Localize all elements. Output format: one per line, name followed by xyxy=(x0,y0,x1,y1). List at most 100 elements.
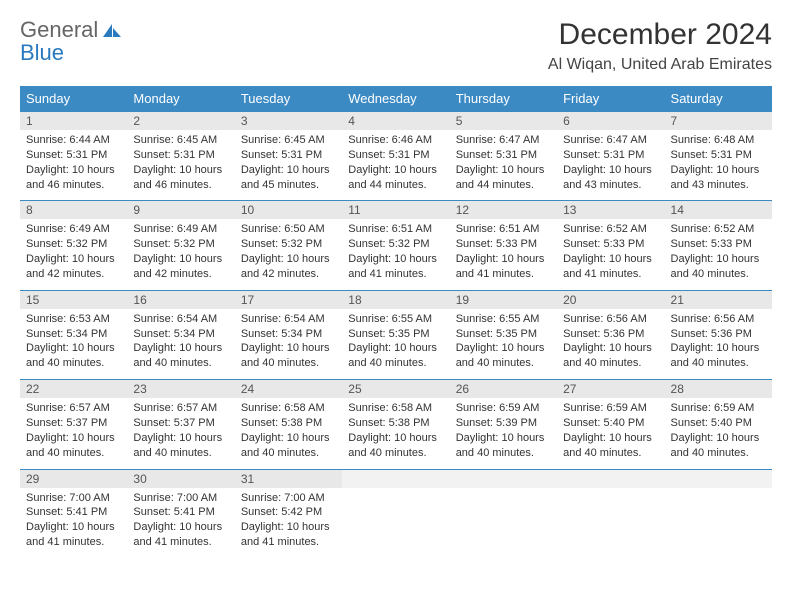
week-row: 22Sunrise: 6:57 AMSunset: 5:37 PMDayligh… xyxy=(20,380,772,469)
daylight-line: Daylight: 10 hours and 40 minutes. xyxy=(671,431,766,461)
sunrise-line: Sunrise: 6:57 AM xyxy=(26,401,121,416)
weekday-wednesday: Wednesday xyxy=(342,86,449,112)
day-content: Sunrise: 6:47 AMSunset: 5:31 PMDaylight:… xyxy=(450,130,557,200)
day-cell: 29Sunrise: 7:00 AMSunset: 5:41 PMDayligh… xyxy=(20,469,127,558)
day-content: Sunrise: 6:52 AMSunset: 5:33 PMDaylight:… xyxy=(557,219,664,289)
day-cell: 5Sunrise: 6:47 AMSunset: 5:31 PMDaylight… xyxy=(450,112,557,201)
day-cell: 25Sunrise: 6:58 AMSunset: 5:38 PMDayligh… xyxy=(342,380,449,469)
logo: GeneralBlue xyxy=(20,18,124,64)
day-cell: 9Sunrise: 6:49 AMSunset: 5:32 PMDaylight… xyxy=(127,201,234,290)
sunset-line: Sunset: 5:37 PM xyxy=(26,416,121,431)
day-content: Sunrise: 6:56 AMSunset: 5:36 PMDaylight:… xyxy=(665,309,772,379)
daylight-line: Daylight: 10 hours and 46 minutes. xyxy=(26,163,121,193)
sunrise-line: Sunrise: 6:56 AM xyxy=(563,312,658,327)
daylight-line: Daylight: 10 hours and 42 minutes. xyxy=(26,252,121,282)
sunrise-line: Sunrise: 6:47 AM xyxy=(563,133,658,148)
sunrise-line: Sunrise: 6:49 AM xyxy=(133,222,228,237)
day-number: 26 xyxy=(450,380,557,398)
daylight-line: Daylight: 10 hours and 40 minutes. xyxy=(348,431,443,461)
sunrise-line: Sunrise: 7:00 AM xyxy=(241,491,336,506)
day-cell: 12Sunrise: 6:51 AMSunset: 5:33 PMDayligh… xyxy=(450,201,557,290)
day-number: 15 xyxy=(20,291,127,309)
logo-text-blue: Blue xyxy=(20,40,64,65)
daylight-line: Daylight: 10 hours and 42 minutes. xyxy=(241,252,336,282)
day-content: Sunrise: 6:50 AMSunset: 5:32 PMDaylight:… xyxy=(235,219,342,289)
sunrise-line: Sunrise: 7:00 AM xyxy=(133,491,228,506)
daylight-line: Daylight: 10 hours and 40 minutes. xyxy=(241,341,336,371)
calendar-table: SundayMondayTuesdayWednesdayThursdayFrid… xyxy=(20,86,772,558)
day-content: Sunrise: 6:58 AMSunset: 5:38 PMDaylight:… xyxy=(235,398,342,468)
sunset-line: Sunset: 5:32 PM xyxy=(133,237,228,252)
day-cell: 4Sunrise: 6:46 AMSunset: 5:31 PMDaylight… xyxy=(342,112,449,201)
daylight-line: Daylight: 10 hours and 41 minutes. xyxy=(133,520,228,550)
day-cell: 3Sunrise: 6:45 AMSunset: 5:31 PMDaylight… xyxy=(235,112,342,201)
daylight-line: Daylight: 10 hours and 40 minutes. xyxy=(563,341,658,371)
day-content: Sunrise: 6:46 AMSunset: 5:31 PMDaylight:… xyxy=(342,130,449,200)
day-number: 22 xyxy=(20,380,127,398)
sunset-line: Sunset: 5:40 PM xyxy=(671,416,766,431)
sunset-line: Sunset: 5:31 PM xyxy=(348,148,443,163)
day-number: 28 xyxy=(665,380,772,398)
day-number: 20 xyxy=(557,291,664,309)
day-content: Sunrise: 6:53 AMSunset: 5:34 PMDaylight:… xyxy=(20,309,127,379)
sunset-line: Sunset: 5:40 PM xyxy=(563,416,658,431)
day-content: Sunrise: 6:52 AMSunset: 5:33 PMDaylight:… xyxy=(665,219,772,289)
day-number: 1 xyxy=(20,112,127,130)
day-number: 10 xyxy=(235,201,342,219)
day-number: 6 xyxy=(557,112,664,130)
day-cell: 27Sunrise: 6:59 AMSunset: 5:40 PMDayligh… xyxy=(557,380,664,469)
title-block: December 2024 Al Wiqan, United Arab Emir… xyxy=(548,18,772,74)
day-content: Sunrise: 6:57 AMSunset: 5:37 PMDaylight:… xyxy=(20,398,127,468)
daylight-line: Daylight: 10 hours and 40 minutes. xyxy=(456,341,551,371)
day-number: 2 xyxy=(127,112,234,130)
sunset-line: Sunset: 5:31 PM xyxy=(671,148,766,163)
week-row: 29Sunrise: 7:00 AMSunset: 5:41 PMDayligh… xyxy=(20,469,772,558)
weekday-thursday: Thursday xyxy=(450,86,557,112)
daylight-line: Daylight: 10 hours and 41 minutes. xyxy=(241,520,336,550)
day-content: Sunrise: 6:59 AMSunset: 5:40 PMDaylight:… xyxy=(665,398,772,468)
day-number: 17 xyxy=(235,291,342,309)
day-cell: 22Sunrise: 6:57 AMSunset: 5:37 PMDayligh… xyxy=(20,380,127,469)
sunset-line: Sunset: 5:31 PM xyxy=(563,148,658,163)
day-number: 21 xyxy=(665,291,772,309)
day-cell: 11Sunrise: 6:51 AMSunset: 5:32 PMDayligh… xyxy=(342,201,449,290)
day-content: Sunrise: 7:00 AMSunset: 5:41 PMDaylight:… xyxy=(20,488,127,558)
day-cell: 7Sunrise: 6:48 AMSunset: 5:31 PMDaylight… xyxy=(665,112,772,201)
daylight-line: Daylight: 10 hours and 41 minutes. xyxy=(348,252,443,282)
day-number: 29 xyxy=(20,470,127,488)
day-cell: 8Sunrise: 6:49 AMSunset: 5:32 PMDaylight… xyxy=(20,201,127,290)
daylight-line: Daylight: 10 hours and 40 minutes. xyxy=(348,341,443,371)
sunrise-line: Sunrise: 7:00 AM xyxy=(26,491,121,506)
day-content: Sunrise: 6:51 AMSunset: 5:32 PMDaylight:… xyxy=(342,219,449,289)
sunset-line: Sunset: 5:33 PM xyxy=(456,237,551,252)
day-cell: 6Sunrise: 6:47 AMSunset: 5:31 PMDaylight… xyxy=(557,112,664,201)
daylight-line: Daylight: 10 hours and 40 minutes. xyxy=(456,431,551,461)
day-number: 19 xyxy=(450,291,557,309)
sunrise-line: Sunrise: 6:53 AM xyxy=(26,312,121,327)
day-content: Sunrise: 7:00 AMSunset: 5:42 PMDaylight:… xyxy=(235,488,342,558)
daylight-line: Daylight: 10 hours and 43 minutes. xyxy=(671,163,766,193)
sunrise-line: Sunrise: 6:57 AM xyxy=(133,401,228,416)
sunset-line: Sunset: 5:33 PM xyxy=(563,237,658,252)
day-content: Sunrise: 6:55 AMSunset: 5:35 PMDaylight:… xyxy=(450,309,557,379)
daylight-line: Daylight: 10 hours and 40 minutes. xyxy=(26,431,121,461)
day-cell: 10Sunrise: 6:50 AMSunset: 5:32 PMDayligh… xyxy=(235,201,342,290)
sunset-line: Sunset: 5:41 PM xyxy=(26,505,121,520)
sunrise-line: Sunrise: 6:51 AM xyxy=(456,222,551,237)
day-content: Sunrise: 6:58 AMSunset: 5:38 PMDaylight:… xyxy=(342,398,449,468)
sunset-line: Sunset: 5:39 PM xyxy=(456,416,551,431)
sunset-line: Sunset: 5:34 PM xyxy=(241,327,336,342)
sunrise-line: Sunrise: 6:45 AM xyxy=(133,133,228,148)
sunrise-line: Sunrise: 6:59 AM xyxy=(456,401,551,416)
day-number: 5 xyxy=(450,112,557,130)
day-content: Sunrise: 6:59 AMSunset: 5:40 PMDaylight:… xyxy=(557,398,664,468)
day-cell: 30Sunrise: 7:00 AMSunset: 5:41 PMDayligh… xyxy=(127,469,234,558)
sunrise-line: Sunrise: 6:55 AM xyxy=(348,312,443,327)
day-cell: 16Sunrise: 6:54 AMSunset: 5:34 PMDayligh… xyxy=(127,290,234,379)
sunset-line: Sunset: 5:42 PM xyxy=(241,505,336,520)
day-number: 25 xyxy=(342,380,449,398)
daylight-line: Daylight: 10 hours and 40 minutes. xyxy=(671,341,766,371)
daylight-line: Daylight: 10 hours and 46 minutes. xyxy=(133,163,228,193)
sunset-line: Sunset: 5:32 PM xyxy=(241,237,336,252)
day-content: Sunrise: 6:47 AMSunset: 5:31 PMDaylight:… xyxy=(557,130,664,200)
